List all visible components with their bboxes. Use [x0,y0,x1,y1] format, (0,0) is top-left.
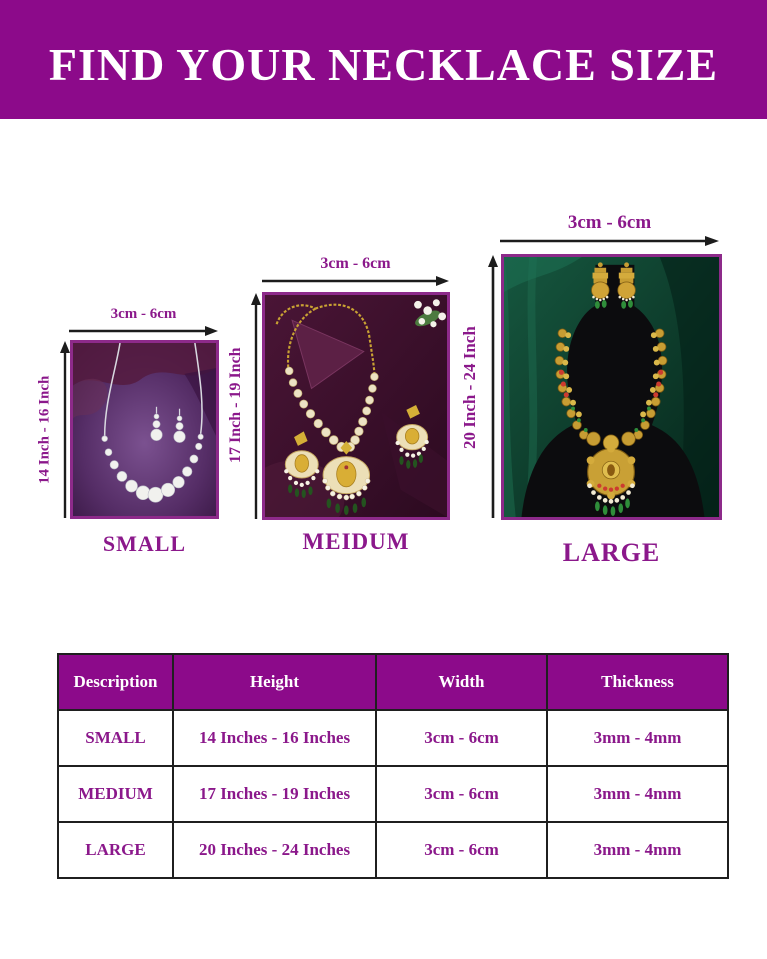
table-row-medium: MEDIUM 17 Inches - 19 Inches 3cm - 6cm 3… [57,765,729,823]
table-header-width: Width [375,653,548,711]
small-width-label: 3cm - 6cm [110,306,177,322]
page-title: FIND YOUR NECKLACE SIZE [48,39,719,90]
medium-width-arrow-icon [262,276,449,286]
table-cell: 20 Inches - 24 Inches [172,821,377,879]
small-width-arrow-icon [69,326,218,336]
table-row-small: SMALL 14 Inches - 16 Inches 3cm - 6cm 3m… [57,709,729,767]
header-banner: FIND YOUR NECKLACE SIZE [0,0,767,119]
table-cell: MEDIUM [57,765,174,823]
table-header-height: Height [172,653,377,711]
gold-temple-necklace-illustration [504,257,719,517]
medium-size-name-label: MEIDUM [302,529,410,554]
table-cell: 14 Inches - 16 Inches [172,709,377,767]
table-cell: LARGE [57,821,174,879]
table-row-large: LARGE 20 Inches - 24 Inches 3cm - 6cm 3m… [57,821,729,879]
small-height-label: 14 Inch - 16 Inch [36,375,53,485]
table-header-row: Description Height Width Thickness [57,653,729,711]
large-product-image [501,254,722,520]
large-height-label: 20 Inch - 24 Inch [460,326,479,449]
medium-width-label: 3cm - 6cm [320,255,391,272]
large-height-arrow-icon [488,255,498,518]
table-cell: 3mm - 4mm [546,765,729,823]
large-width-label: 3cm - 6cm [567,212,652,233]
table-cell: 3mm - 4mm [546,821,729,879]
silver-necklace-illustration [73,343,216,516]
table-cell: 3cm - 6cm [375,709,548,767]
size-table: Description Height Width Thickness SMALL… [57,653,729,879]
table-header-thickness: Thickness [546,653,729,711]
medium-height-label: 17 Inch - 19 Inch [227,347,244,463]
small-size-name-label: SMALL [102,531,187,556]
table-cell: 3cm - 6cm [375,765,548,823]
gold-pearl-necklace-illustration [265,295,447,517]
table-cell: SMALL [57,709,174,767]
table-cell: 3cm - 6cm [375,821,548,879]
large-width-arrow-icon [500,236,719,246]
small-height-arrow-icon [60,341,70,518]
medium-product-image [262,292,450,520]
table-cell: 3mm - 4mm [546,709,729,767]
large-size-name-label: LARGE [562,538,661,567]
medium-height-arrow-icon [251,293,261,519]
table-cell: 17 Inches - 19 Inches [172,765,377,823]
small-product-image [70,340,219,519]
table-header-description: Description [57,653,174,711]
